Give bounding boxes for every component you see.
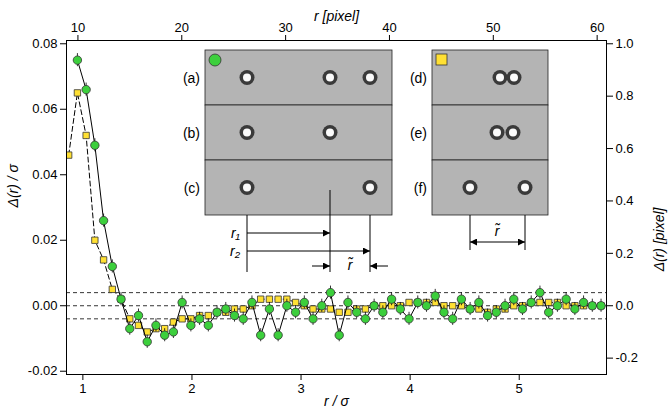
svg-text:r₂: r₂ xyxy=(230,243,241,259)
svg-text:Δ(r) [pixel]: Δ(r) [pixel] xyxy=(651,206,667,272)
svg-text:0.2: 0.2 xyxy=(616,246,634,261)
svg-text:(e): (e) xyxy=(410,125,427,141)
svg-text:40: 40 xyxy=(382,20,396,35)
svg-text:4: 4 xyxy=(407,381,414,396)
svg-text:0.00: 0.00 xyxy=(32,298,57,313)
svg-text:r [pixel]: r [pixel] xyxy=(314,8,360,24)
svg-text:0.6: 0.6 xyxy=(616,141,634,156)
svg-text:20: 20 xyxy=(175,20,189,35)
svg-text:0.4: 0.4 xyxy=(616,193,634,208)
svg-text:-0.02: -0.02 xyxy=(28,363,58,378)
svg-text:0.06: 0.06 xyxy=(32,101,57,116)
svg-text:(a): (a) xyxy=(183,70,200,86)
svg-text:0.02: 0.02 xyxy=(32,232,57,247)
svg-text:r̃: r̃ xyxy=(495,223,501,239)
svg-text:0.04: 0.04 xyxy=(32,167,57,182)
svg-text:10: 10 xyxy=(71,20,85,35)
svg-text:60: 60 xyxy=(590,20,604,35)
svg-text:5: 5 xyxy=(516,381,523,396)
svg-text:r₁: r₁ xyxy=(231,225,241,241)
svg-text:30: 30 xyxy=(278,20,292,35)
svg-text:50: 50 xyxy=(486,20,500,35)
svg-text:0.08: 0.08 xyxy=(32,36,57,51)
svg-text:r̃: r̃ xyxy=(348,257,354,273)
svg-text:2: 2 xyxy=(188,381,195,396)
svg-text:(d): (d) xyxy=(410,70,427,86)
svg-text:(b): (b) xyxy=(183,125,200,141)
svg-text:0.0: 0.0 xyxy=(616,298,634,313)
svg-text:(c): (c) xyxy=(184,180,200,196)
svg-text:3: 3 xyxy=(297,381,304,396)
svg-text:r / σ: r / σ xyxy=(324,393,349,409)
svg-text:Δ(r) / σ: Δ(r) / σ xyxy=(5,163,21,208)
svg-text:1.0: 1.0 xyxy=(616,36,634,51)
svg-text:1: 1 xyxy=(79,381,86,396)
svg-text:0.8: 0.8 xyxy=(616,88,634,103)
svg-text:(f): (f) xyxy=(414,180,427,196)
svg-text:-0.2: -0.2 xyxy=(616,350,638,365)
